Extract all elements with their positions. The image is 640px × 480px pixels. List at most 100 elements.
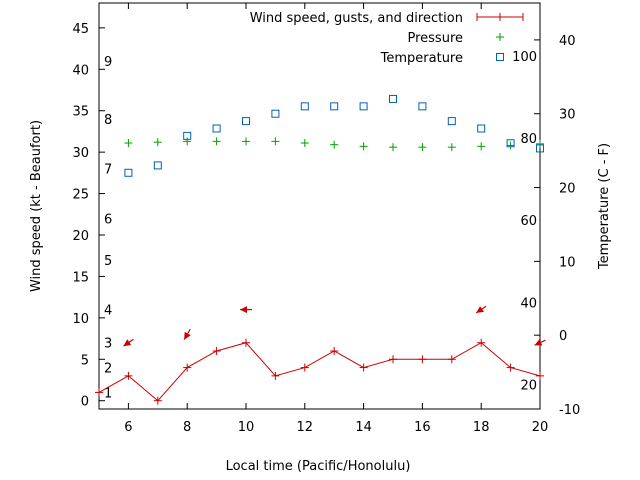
x-axis-label: Local time (Pacific/Honolulu) [226, 459, 411, 474]
fahrenheit-label: 40 [520, 297, 537, 312]
x-tick-label: 14 [355, 420, 372, 435]
y-tick-label: 10 [72, 312, 89, 327]
y-tick-label: 20 [72, 229, 89, 244]
wind-arrow-head [534, 339, 543, 346]
pressure-point [536, 139, 544, 148]
wind-speed-point [183, 363, 192, 372]
wind-speed-point [95, 388, 103, 397]
y-tick-label: 45 [72, 22, 89, 37]
legend-sample-temperature [496, 53, 504, 61]
beaufort-label: 6 [104, 212, 112, 227]
temperature-point [506, 139, 515, 148]
wind-speed-point [389, 355, 397, 364]
axis-ticks: 6 8 10 12 14 16 18 20051015202530354045-1001020… [72, 3, 580, 435]
temperature-point [536, 144, 544, 153]
fahrenheit-label: 60 [520, 214, 537, 229]
y2-tick-label: 10 [559, 255, 576, 270]
wind-speed-point [418, 355, 427, 364]
temperature-point [359, 102, 368, 111]
wind-speed-point [477, 338, 486, 347]
legend-sample-pressure [496, 33, 504, 41]
y2-tick-label: 0 [559, 329, 567, 344]
pressure-point [271, 137, 280, 146]
x-tick-label: 20 [532, 420, 549, 435]
y-tick-label: 30 [72, 146, 89, 161]
wind-direction-arrows [123, 305, 546, 347]
wind-arrow [240, 306, 252, 314]
temperature-point [212, 124, 221, 133]
temperature-point [271, 109, 280, 118]
temperature-point [477, 124, 486, 133]
legend-label-wind: Wind speed, gusts, and direction [250, 11, 463, 26]
pressure-point [183, 137, 192, 146]
beaufort-label: 9 [104, 55, 112, 70]
temperature-point [124, 168, 133, 177]
fahrenheit-scale: 20 40 60 80 100 [512, 50, 537, 393]
wind-speed-point [536, 371, 544, 380]
series-layer [95, 94, 544, 405]
pressure-point [389, 143, 397, 152]
y2-tick-label: 30 [559, 108, 576, 123]
temperature-point [300, 102, 309, 111]
wind-speed-point [447, 355, 456, 364]
wind-arrow-head [123, 339, 132, 347]
wind-speed-point [153, 396, 162, 405]
beaufort-label: 5 [104, 254, 112, 269]
temperature-point [389, 94, 397, 103]
pressure-point [447, 143, 456, 152]
x-tick-label: 10 [238, 420, 255, 435]
pressure-point [506, 141, 515, 150]
y2-tick-label: -10 [559, 403, 580, 418]
wind-speed-point [124, 371, 133, 380]
wind-arrow [475, 305, 487, 314]
pressure-point [330, 140, 339, 149]
legend: Wind speed, gusts, and direction Pressur… [250, 11, 524, 66]
pressure-point [477, 142, 486, 151]
y-tick-label: 40 [72, 63, 89, 78]
temperature-point [183, 131, 192, 140]
y-tick-label: 35 [72, 105, 89, 120]
pressure-point [418, 143, 427, 152]
wind-speed-point [330, 347, 339, 355]
temperature-point [447, 117, 456, 126]
pressure-point [153, 138, 162, 147]
wind-arrow-head [240, 306, 247, 314]
wind-arrow-head [476, 306, 484, 313]
pressure-point [212, 137, 221, 146]
y-tick-label: 5 [81, 353, 89, 368]
fahrenheit-label: 100 [512, 50, 537, 65]
beaufort-label: 1 [104, 386, 112, 401]
wind-arrow [183, 328, 191, 340]
pressure-point [242, 137, 250, 146]
x-tick-label: 6 [124, 420, 132, 435]
temperature-point [330, 102, 339, 111]
wind-speed-point [212, 347, 221, 355]
pressure-point [124, 139, 133, 148]
x-tick-label: 18 [473, 420, 490, 435]
y-tick-label: 0 [81, 395, 89, 410]
pressure-point [359, 142, 368, 151]
beaufort-label: 2 [104, 362, 112, 377]
temperature-point [153, 161, 162, 170]
y-axis-label: Wind speed (kt - Beaufort) [29, 120, 44, 292]
y-tick-label: 25 [72, 188, 89, 203]
legend-label-pressure: Pressure [407, 31, 463, 46]
beaufort-label: 8 [104, 113, 112, 128]
beaufort-label: 4 [104, 304, 112, 319]
fahrenheit-label: 20 [520, 379, 537, 394]
y-tick-label: 15 [72, 270, 89, 285]
y2-axis-label: Temperature (C - F) [597, 143, 612, 270]
wind-speed-point [271, 371, 280, 380]
fahrenheit-label: 80 [520, 132, 537, 147]
legend-sample-wind-point [496, 13, 504, 21]
y2-tick-label: 40 [559, 34, 576, 49]
y2-tick-label: 20 [559, 182, 576, 197]
beaufort-label: 3 [104, 337, 112, 352]
beaufort-scale: 1 2 3 4 5 6 7 8 9 [104, 55, 112, 401]
wind-speed-point [242, 338, 250, 347]
pressure-point [300, 139, 309, 148]
plot-frame [98, 2, 541, 410]
wind-arrow-head [184, 331, 191, 340]
temperature-point [242, 117, 250, 126]
